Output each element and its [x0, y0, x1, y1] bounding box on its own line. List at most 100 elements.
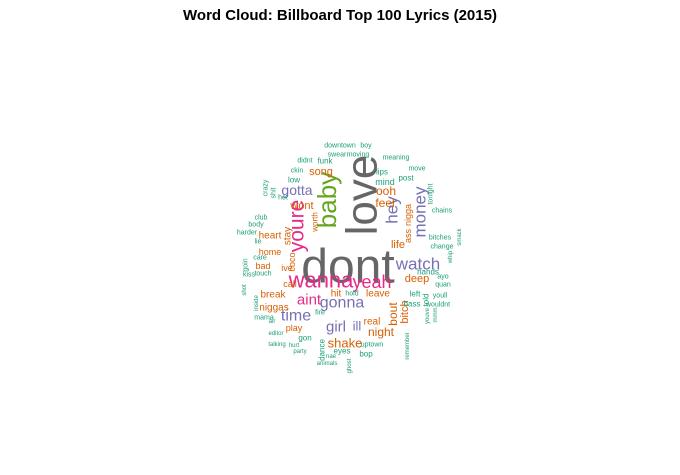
- word-aint: aint: [297, 292, 322, 309]
- word-hot: hot: [278, 195, 288, 202]
- word-wanna: wanna: [288, 268, 355, 293]
- word-yeah: yeah: [352, 272, 391, 292]
- word-lips: lips: [376, 168, 388, 177]
- word-whip: whip: [448, 250, 454, 264]
- word-ghost: ghost: [347, 358, 353, 373]
- word-time: time: [281, 308, 311, 325]
- word-play: play: [286, 323, 303, 333]
- word-gonna: gonna: [320, 295, 365, 312]
- word-bad: bad: [255, 261, 270, 271]
- word-air: air: [269, 319, 276, 325]
- word-eyes: eyes: [334, 347, 351, 356]
- word-inside: inside: [254, 295, 260, 311]
- word-bout: bout: [386, 302, 400, 326]
- word-swear: swear: [328, 152, 347, 159]
- word-touch: touch: [254, 271, 271, 278]
- word-home: home: [259, 247, 282, 257]
- word-worth: worth: [311, 212, 320, 233]
- word-kiss: kiss: [243, 272, 256, 279]
- word-wont: wont: [289, 200, 313, 212]
- word-hold: hold: [345, 291, 358, 298]
- word-body: body: [248, 222, 264, 229]
- word-bitches: bitches: [429, 235, 452, 242]
- word-mama: mama: [254, 315, 274, 322]
- word-mind: mind: [375, 177, 395, 187]
- word-love: love: [338, 155, 387, 236]
- word-ayo: ayo: [437, 274, 448, 281]
- word-funk: funk: [317, 157, 333, 166]
- word-ill: ill: [353, 319, 362, 334]
- word-chains: chains: [432, 208, 453, 215]
- word-downtown: downtown: [324, 143, 356, 150]
- word-gon: gon: [298, 334, 311, 343]
- word-ooh: ooh: [376, 184, 396, 198]
- word-nae: nae: [326, 354, 337, 360]
- word-hit: hit: [331, 289, 342, 300]
- word-watch: watch: [395, 255, 440, 274]
- word-crazy: crazy: [263, 179, 270, 196]
- word-night: night: [368, 325, 395, 339]
- word-niggas: niggas: [259, 303, 288, 314]
- word-low: low: [288, 176, 300, 185]
- word-girl: girl: [326, 319, 346, 336]
- word-boy: boy: [360, 143, 372, 150]
- word-editor: editor: [268, 331, 283, 337]
- word-wouldnt: wouldnt: [425, 302, 450, 309]
- word-heart: heart: [259, 231, 282, 242]
- word-real: real: [364, 317, 381, 328]
- word-money: money: [411, 186, 430, 238]
- word-mmm: mmm: [433, 308, 439, 323]
- word-coco: coco: [287, 252, 297, 271]
- word-shake: shake: [328, 336, 363, 351]
- word-deep: deep: [405, 273, 429, 285]
- word-life: life: [391, 239, 405, 251]
- word-harder: harder: [237, 230, 258, 237]
- word-hey: hey: [383, 196, 402, 224]
- word-bop: bop: [359, 350, 373, 359]
- word-youll: youll: [433, 293, 448, 300]
- word-hands: hands: [417, 268, 439, 277]
- word-talking: talking: [268, 342, 285, 348]
- word-meaning: meaning: [383, 155, 410, 162]
- word-change: change: [431, 244, 454, 251]
- word-dont: dont: [301, 241, 394, 294]
- word-goin: goin: [243, 258, 250, 271]
- word-song: song: [309, 166, 333, 178]
- word-ass: ass: [403, 229, 413, 244]
- word-animals: animals: [317, 361, 338, 367]
- word-youve: youve: [425, 307, 431, 324]
- word-shot: shot: [242, 284, 248, 296]
- chart-title: Word Cloud: Billboard Top 100 Lyrics (20…: [183, 7, 497, 24]
- word-party: party: [293, 349, 306, 355]
- word-remember: remember: [405, 332, 411, 359]
- word-post: post: [398, 174, 414, 183]
- word-bass: bass: [404, 300, 421, 309]
- word-moving: moving: [347, 152, 370, 159]
- word-youre: youre: [286, 200, 309, 253]
- word-lie: lie: [254, 239, 261, 246]
- word-break: break: [260, 290, 286, 301]
- word-club: club: [255, 215, 268, 222]
- word-uptown: uptown: [361, 342, 384, 349]
- word-ive: ive: [281, 263, 293, 273]
- word-bitch: bitch: [399, 300, 411, 323]
- word-gotta: gotta: [281, 182, 312, 198]
- word-tonight: tonight: [428, 183, 435, 204]
- word-told: told: [422, 294, 431, 307]
- word-hurt: hurt: [289, 343, 300, 349]
- word-smack: smack: [457, 227, 463, 245]
- word-ckin: ckin: [291, 168, 304, 175]
- word-call: call: [283, 279, 297, 289]
- word-stay: stay: [283, 227, 294, 245]
- word-leave: leave: [366, 289, 390, 300]
- word-quan: quan: [435, 282, 451, 289]
- word-baby: baby: [312, 172, 342, 228]
- word-fire: fire: [315, 310, 325, 317]
- word-left: left: [410, 290, 421, 299]
- word-nigga: nigga: [403, 204, 413, 226]
- word-didnt: didnt: [297, 158, 312, 165]
- word-shit: shit: [271, 188, 278, 199]
- word-care: care: [253, 255, 267, 262]
- word-dance: dance: [318, 339, 327, 361]
